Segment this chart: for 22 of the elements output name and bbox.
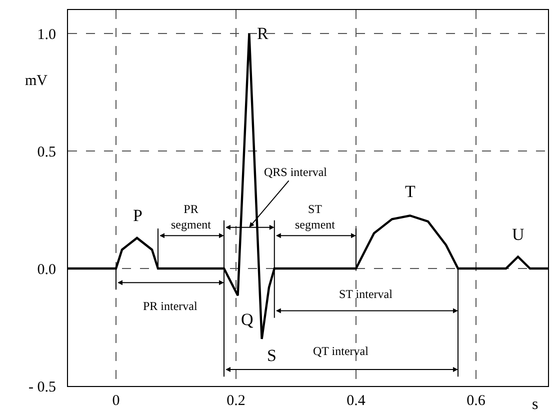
annotation: QT interval <box>313 344 370 358</box>
x-tick-label: 0.2 <box>226 393 246 409</box>
annotation: U <box>512 225 524 244</box>
x-axis-title: s <box>532 396 538 413</box>
annotation: ST segment <box>295 202 336 232</box>
y-tick-label: 1.0 <box>37 26 56 43</box>
annotation: PR interval <box>143 299 198 313</box>
annotation: T <box>405 182 416 201</box>
x-tick-label: 0.4 <box>346 393 366 409</box>
y-tick-label: 0.0 <box>37 262 56 278</box>
annotation: S <box>267 346 276 365</box>
y-tick-label: 0.5 <box>37 144 56 160</box>
annotation: PR segment <box>171 202 212 232</box>
annotation: Q <box>241 310 254 329</box>
x-tick-label: 0.6 <box>466 393 486 409</box>
annotation: ST interval <box>339 287 394 301</box>
annotation: P <box>133 206 142 225</box>
annotation: QRS interval <box>264 165 328 179</box>
annotation: R <box>257 24 269 43</box>
x-tick-label: 0 <box>112 393 120 409</box>
y-axis-title: mV <box>25 73 48 89</box>
y-tick-label: - 0.5 <box>28 379 56 396</box>
